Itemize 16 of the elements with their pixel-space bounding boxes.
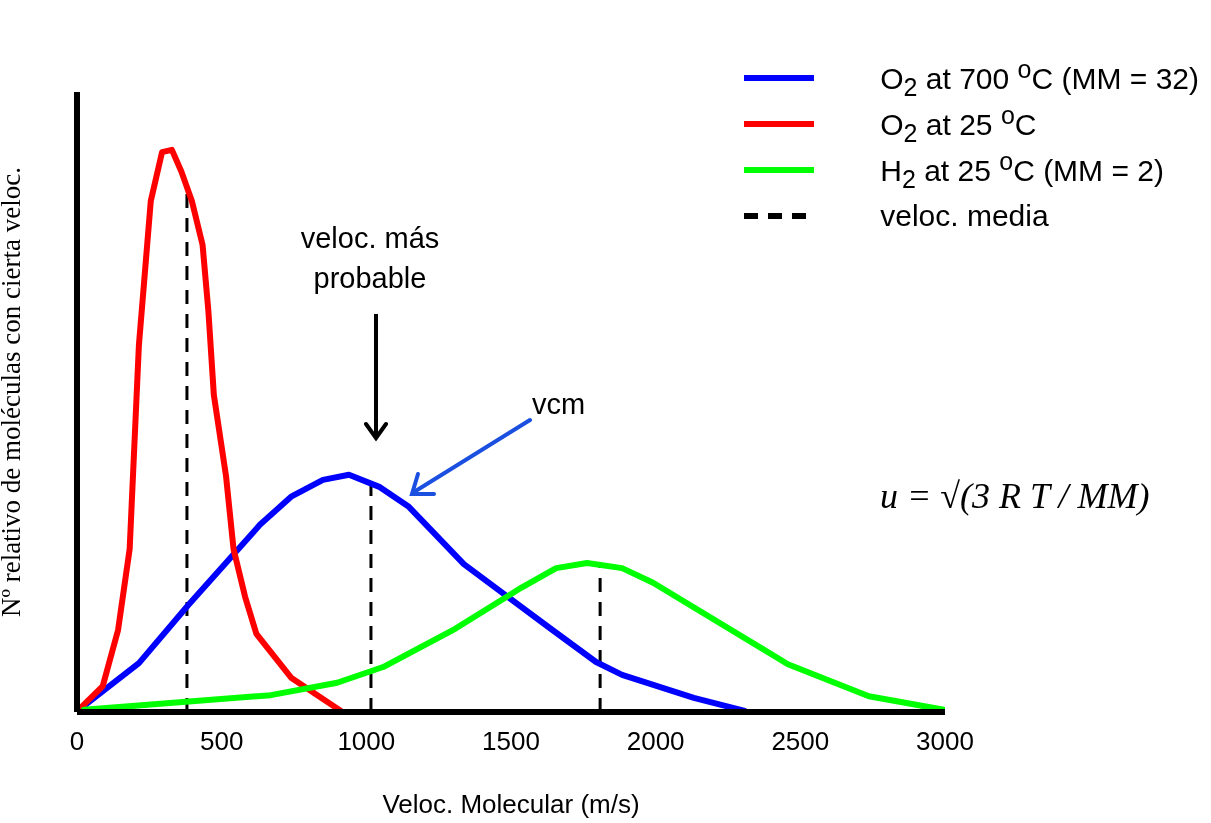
legend-label: veloc. media: [880, 199, 1049, 233]
x-tick-label: 1000: [337, 726, 396, 757]
x-tick-label: 2000: [626, 726, 685, 757]
legend-label: O$_{2}$ at 25 $^{o}$C: [880, 100, 1037, 148]
annotation: veloc. más probable: [299, 221, 441, 296]
legend-label: H$_{2}$ at 25 $^{o}$C (MM = 2): [880, 146, 1164, 194]
x-tick-label: 500: [199, 726, 244, 757]
x-tick-label: 1500: [482, 726, 540, 757]
x-tick-label: 2500: [771, 726, 830, 757]
x-axis-title: Veloc. Molecular (m/s): [382, 789, 640, 819]
annotation: u = √(3 R T / MM): [880, 475, 1150, 517]
legend-label: O$_{2}$ at 700 $^{o}$C (MM = 32): [880, 54, 1199, 102]
y-axis-title: Nº relativo de moléculas con cierta veloc.: [0, 167, 26, 617]
annotation: vcm: [532, 388, 586, 421]
x-tick-label: 3000: [916, 726, 974, 757]
x-tick-label: 0: [69, 726, 85, 757]
